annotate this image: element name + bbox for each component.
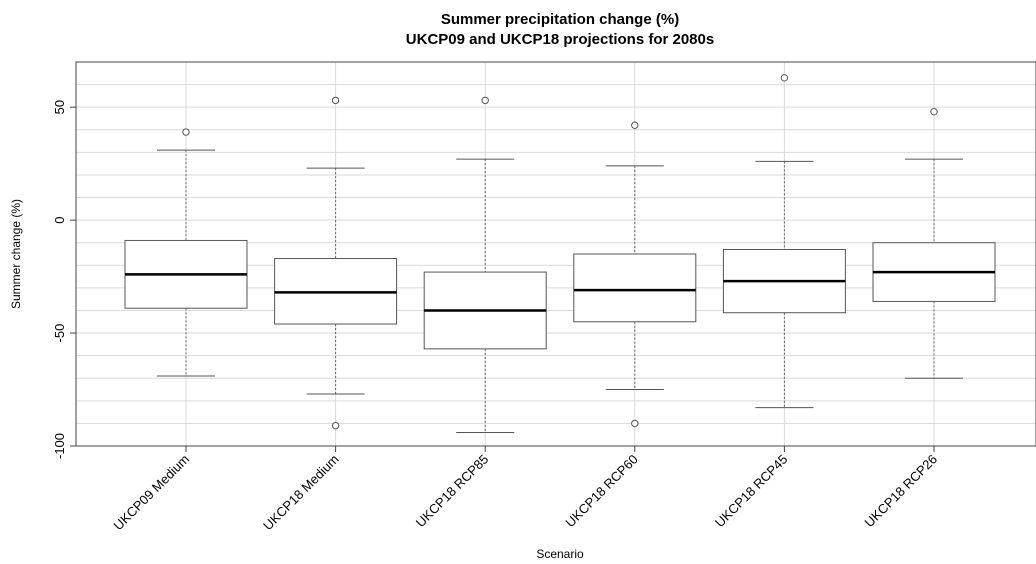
x-axis-label: Scenario [536,547,584,561]
outlier-point [631,121,639,129]
x-tick-label: UKCP18 RCP85 [413,452,492,531]
plot-area: -100 -50 0 50 UKCP09 Medium UKCP18 Medium UKCP… [52,61,1036,534]
outlier-point [780,74,789,82]
y-tick-label: 0 [52,217,67,224]
y-tick-label: 50 [52,100,67,114]
outlier-point [631,419,639,428]
chart-subtitle: UKCP09 and UKCP18 projections for 2080s [406,31,714,48]
box [573,253,697,323]
outlier-point [331,96,340,105]
chart-title: Summer precipitation change (%) [441,11,679,28]
outlier-point [930,107,938,116]
y-axis-label: Summer change (%) [9,199,23,309]
x-tick-label: UKCP18 Medium [260,452,342,534]
x-tick-label: UKCP09 Medium [110,452,192,534]
outlier-point [182,128,190,136]
x-tick-label: UKCP18 RCP26 [862,452,941,531]
x-tick-label: UKCP18 RCP60 [562,452,641,531]
plot-frame [75,61,1036,447]
y-tick-label: -100 [52,433,67,459]
y-tick-label: -50 [52,324,67,343]
outlier-point [331,421,340,430]
x-tick-label: UKCP18 RCP45 [712,452,791,531]
outlier-point [481,96,489,105]
